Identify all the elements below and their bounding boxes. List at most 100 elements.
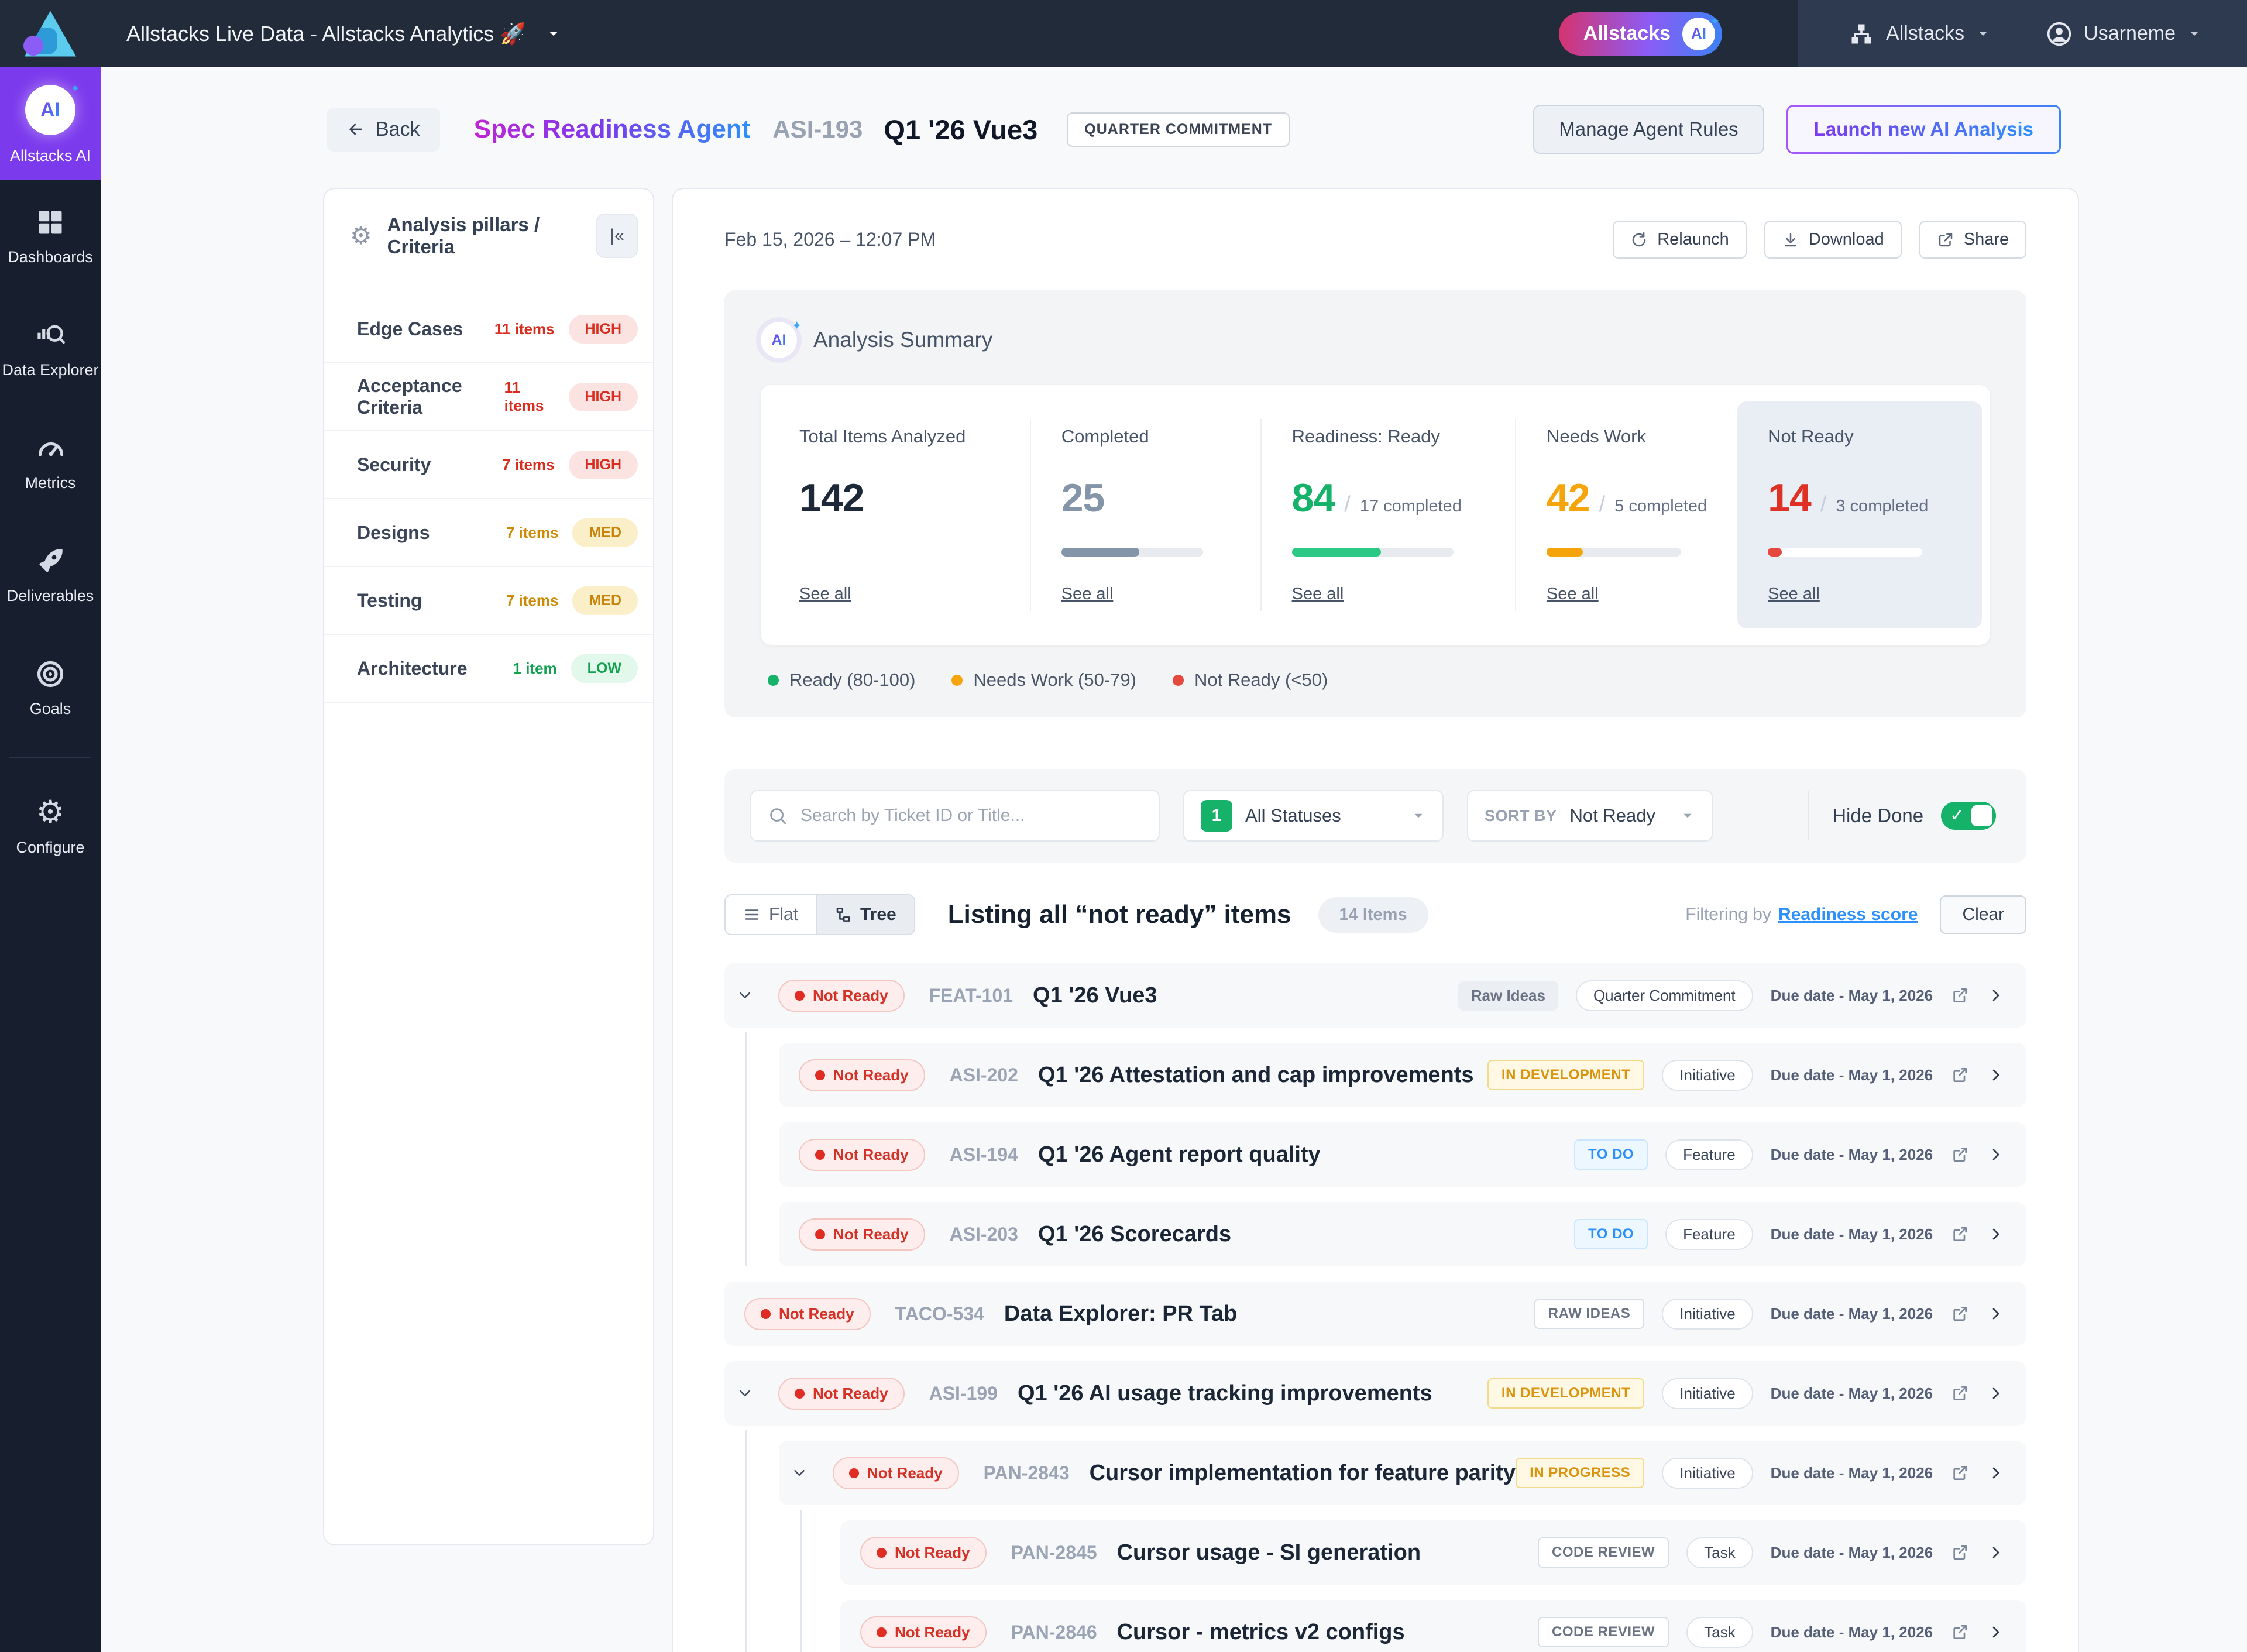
list-item-row[interactable]: Not Ready ASI-199 Q1 '26 AI usage tracki… — [724, 1361, 2027, 1426]
chevron-right-icon[interactable] — [1987, 1464, 2005, 1482]
sidebar-item-configure[interactable]: ⚙ Configure — [0, 770, 101, 884]
collapse-panel-button[interactable]: |« — [596, 214, 638, 258]
view-tree-button[interactable]: Tree — [816, 895, 914, 934]
org-switcher[interactable]: Allstacks — [1849, 21, 1990, 47]
sidebar-item-label: Allstacks AI — [9, 147, 91, 164]
expand-caret-button[interactable] — [791, 1464, 810, 1482]
legend-item: Ready (80-100) — [768, 669, 915, 691]
expand-caret-button[interactable] — [736, 987, 756, 1004]
stat-slash: / — [1344, 492, 1351, 517]
workspace-title: Allstacks Live Data - Allstacks Analytic… — [126, 21, 527, 46]
view-mode-segmented-control: Flat Tree — [724, 894, 915, 935]
sidebar-item-goals[interactable]: Goals — [0, 632, 101, 745]
chevron-right-icon[interactable] — [1987, 1623, 2005, 1641]
sidebar-item-data-explorer[interactable]: Data Explorer — [0, 293, 101, 406]
pillar-item[interactable]: Edge Cases 11 items HIGH — [324, 296, 653, 363]
hide-done-toggle[interactable] — [1941, 802, 1997, 830]
see-all-link[interactable]: See all — [1291, 585, 1344, 603]
search-box[interactable] — [750, 790, 1160, 842]
analysis-summary-panel: AI Analysis Summary Total Items Analyzed… — [724, 290, 2027, 717]
list-item-row[interactable]: Not Ready TACO-534 Data Explorer: PR Tab… — [724, 1282, 2027, 1346]
list-item-row[interactable]: Not Ready PAN-2845 Cursor usage - SI gen… — [840, 1520, 2027, 1585]
sidebar-item-metrics[interactable]: Metrics — [0, 406, 101, 519]
chevron-down-icon — [740, 1390, 750, 1396]
chevron-right-icon[interactable] — [1987, 986, 2005, 1005]
see-all-link[interactable]: See all — [799, 585, 851, 603]
workspace-switcher[interactable]: Allstacks Live Data - Allstacks Analytic… — [126, 22, 561, 46]
sort-by-select[interactable]: SORT BY Not Ready — [1467, 790, 1713, 842]
status-badge: Not Ready — [744, 1297, 871, 1330]
external-link-icon[interactable] — [1950, 1543, 1969, 1562]
sidebar-item-dashboards[interactable]: Dashboards — [0, 180, 101, 293]
pillar-item[interactable]: Security 7 items HIGH — [324, 431, 653, 499]
status-filter-select[interactable]: 1 All Statuses — [1183, 790, 1444, 842]
pillar-item[interactable]: Architecture 1 item LOW — [324, 635, 653, 703]
pillar-item[interactable]: Testing 7 items MED — [324, 567, 653, 635]
readiness-score-link[interactable]: Readiness score — [1778, 905, 1918, 924]
back-button[interactable]: Back — [327, 107, 440, 152]
search-input[interactable] — [799, 805, 1142, 826]
stat-progress-track — [1546, 548, 1682, 557]
pillar-severity-badge: HIGH — [568, 382, 638, 411]
pillar-severity-badge: LOW — [571, 654, 638, 683]
chevron-right-icon[interactable] — [1987, 1304, 2005, 1323]
external-link-icon[interactable] — [1950, 1066, 1969, 1084]
sidebar-item-label: Data Explorer — [2, 361, 99, 379]
sidebar-item-allstacks-ai[interactable]: AI Allstacks AI — [0, 67, 101, 180]
external-link-icon[interactable] — [1950, 1225, 1969, 1244]
relaunch-button[interactable]: Relaunch — [1613, 221, 1747, 259]
sidebar-item-deliverables[interactable]: Deliverables — [0, 519, 101, 632]
user-menu[interactable]: Usarneme — [2046, 21, 2201, 47]
allstacks-ai-pill-button[interactable]: Allstacks AI — [1558, 12, 1723, 56]
view-flat-button[interactable]: Flat — [726, 895, 816, 934]
hide-done-label: Hide Done — [1832, 805, 1924, 826]
summary-stat: Readiness: Ready 84 / 17 completed See a… — [1260, 419, 1515, 611]
item-title: Q1 '26 Agent report quality — [1037, 1142, 1321, 1167]
external-link-icon[interactable] — [1950, 986, 1969, 1005]
launch-new-ai-analysis-button[interactable]: Launch new AI Analysis — [1786, 105, 2061, 154]
allstacks-logo[interactable] — [0, 0, 101, 67]
chevron-down-icon — [1980, 32, 1987, 36]
agent-name: Spec Readiness Agent — [473, 115, 751, 143]
download-button[interactable]: Download — [1764, 221, 1902, 259]
quarter-commitment-badge: QUARTER COMMITMENT — [1067, 112, 1290, 147]
item-type-badge: Task — [1686, 1537, 1753, 1568]
external-link-icon[interactable] — [1950, 1145, 1969, 1164]
external-link-icon[interactable] — [1950, 1304, 1969, 1323]
item-title: Q1 '26 Scorecards — [1037, 1221, 1232, 1246]
expand-caret-button[interactable] — [736, 1385, 756, 1402]
list-item-row[interactable]: Not Ready ASI-202 Q1 '26 Attestation and… — [779, 1043, 2027, 1107]
pillar-item[interactable]: Acceptance Criteria 11 items HIGH — [324, 363, 653, 431]
chevron-right-icon[interactable] — [1987, 1225, 2005, 1244]
list-item-row[interactable]: Not Ready ASI-203 Q1 '26 Scorecards TO D… — [779, 1202, 2027, 1266]
due-date-label: Due date - May 1, 2026 — [1770, 1145, 1933, 1163]
external-link-icon[interactable] — [1950, 1464, 1969, 1482]
pillar-item[interactable]: Designs 7 items MED — [324, 499, 653, 567]
status-dot-icon — [795, 990, 805, 1001]
chevron-right-icon[interactable] — [1987, 1066, 2005, 1084]
status-label: Not Ready — [833, 1225, 909, 1243]
external-link-icon[interactable] — [1950, 1384, 1969, 1403]
share-button[interactable]: Share — [1919, 221, 2027, 259]
chevron-right-icon[interactable] — [1987, 1384, 2005, 1403]
see-all-link[interactable]: See all — [1061, 585, 1114, 603]
stat-suffix: 17 completed — [1359, 497, 1462, 516]
status-badge: Not Ready — [860, 1536, 987, 1569]
list-item-row[interactable]: Not Ready PAN-2846 Cursor - metrics v2 c… — [840, 1600, 2027, 1652]
list-item-row[interactable]: Not Ready ASI-194 Q1 '26 Agent report qu… — [779, 1122, 2027, 1187]
list-item-row[interactable]: Not Ready PAN-2843 Cursor implementation… — [779, 1441, 2027, 1505]
external-link-icon[interactable] — [1950, 1623, 1969, 1641]
chevron-right-icon[interactable] — [1987, 1543, 2005, 1562]
see-all-link[interactable]: See all — [1546, 585, 1599, 603]
analysis-report-card: Feb 15, 2026 – 12:07 PM Relaunch Downloa… — [672, 188, 2080, 1652]
summary-stat: Completed 25 / See all — [1029, 419, 1260, 611]
user-icon — [2047, 22, 2071, 46]
see-all-link[interactable]: See all — [1768, 585, 1820, 603]
status-dot-icon — [849, 1468, 859, 1478]
clear-filter-button[interactable]: Clear — [1940, 895, 2027, 934]
status-label: Not Ready — [895, 1623, 970, 1641]
chevron-right-icon[interactable] — [1987, 1145, 2005, 1164]
manage-agent-rules-button[interactable]: Manage Agent Rules — [1533, 105, 1764, 154]
chevron-down-icon — [794, 1470, 805, 1476]
list-item-row[interactable]: Not Ready FEAT-101 Q1 '26 Vue3 Raw Ideas… — [724, 963, 2027, 1028]
